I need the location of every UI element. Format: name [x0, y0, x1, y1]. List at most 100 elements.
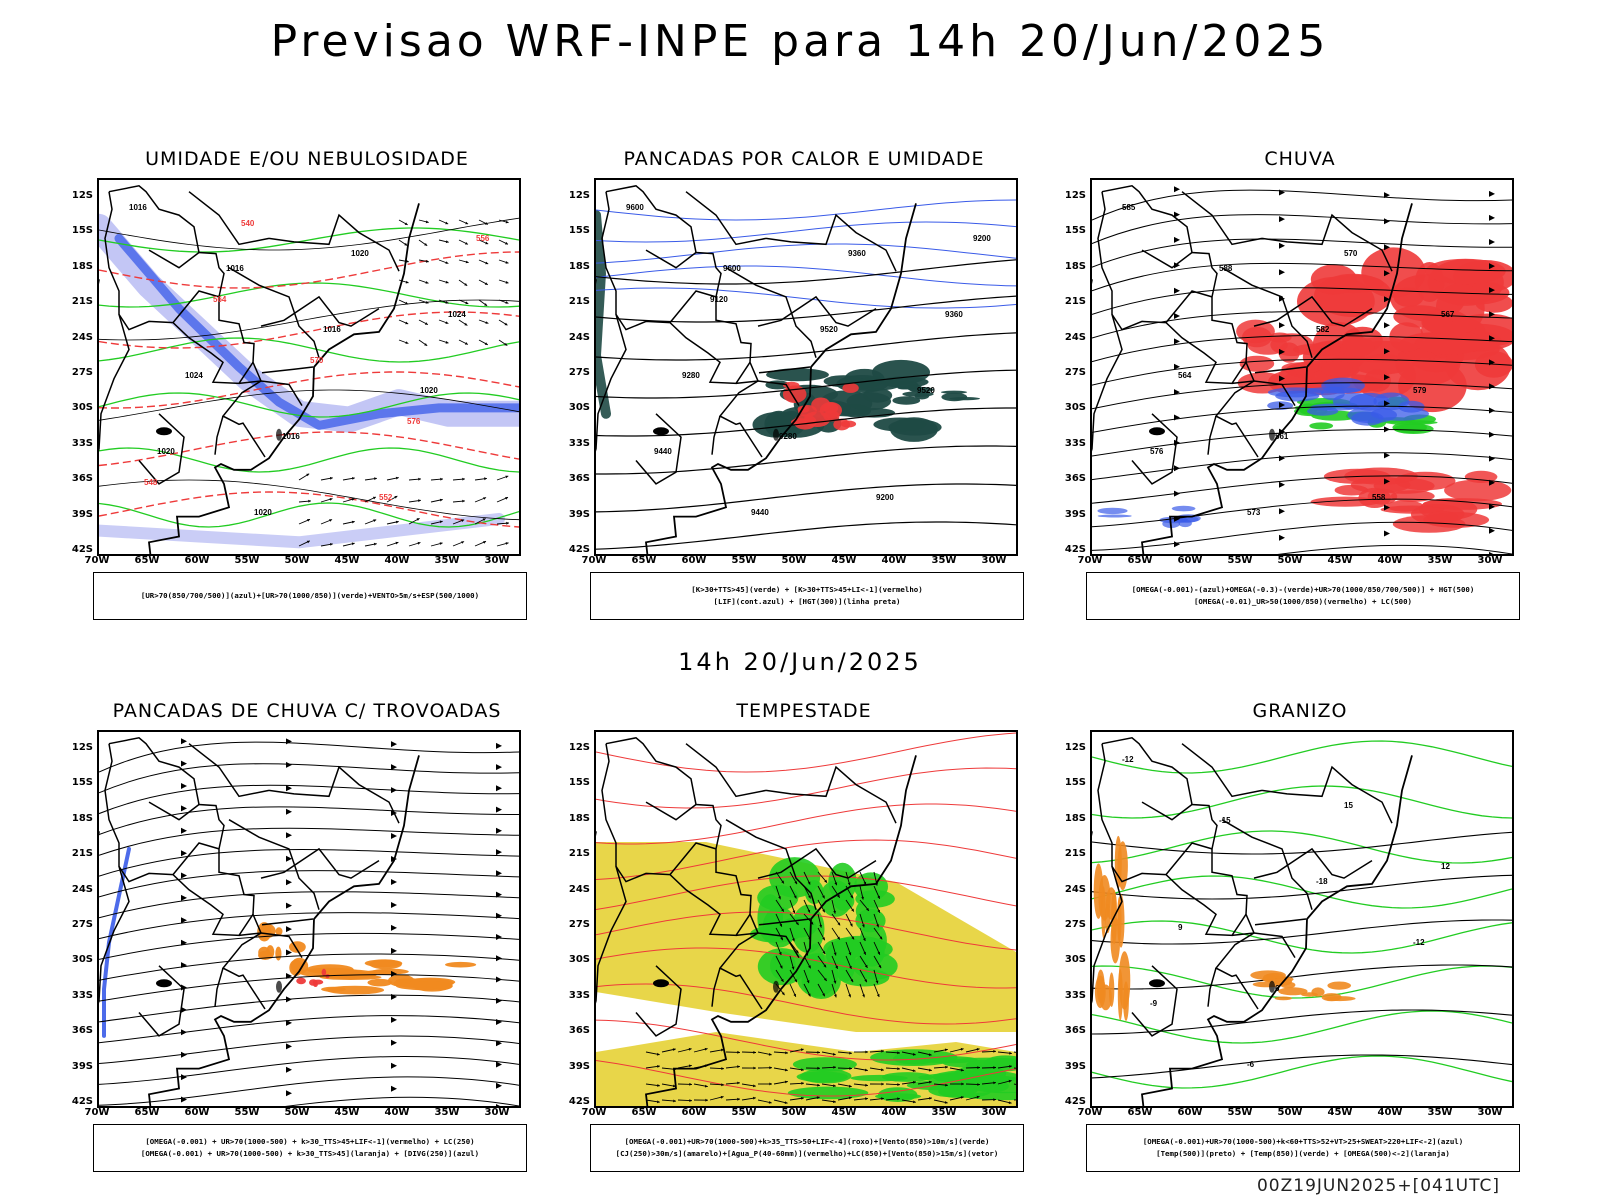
severe-thunderstorm-area: [321, 968, 327, 976]
lake-icon: [773, 980, 779, 993]
lat-tick-label: 12S: [568, 742, 590, 753]
wind-vector: [505, 280, 509, 284]
wind-vector: [465, 221, 469, 225]
wind-250-streamline: [99, 953, 519, 981]
map-granizo: -12 -15 -18 -12 -9 -6 15 12 9 6: [1090, 730, 1514, 1108]
height-500-streamline: [1092, 498, 1512, 528]
wind-850-vector: [795, 922, 799, 926]
wind-850-vector: [876, 994, 880, 998]
border-line: [735, 932, 800, 958]
wind-850-vector: [881, 1068, 884, 1072]
strong-wind-area: [770, 951, 796, 980]
border-line: [725, 267, 817, 358]
lat-tick-label: 18S: [568, 260, 590, 272]
temperature-850-contour: [1092, 1055, 1512, 1089]
strong-wind-area: [848, 939, 893, 960]
wind-250-streamline: [391, 1039, 397, 1046]
contour-label: 9200: [973, 234, 991, 243]
lon-tick-label: 50W: [1277, 1107, 1303, 1118]
wind-850-vector: [960, 1096, 964, 1099]
height-500-streamline: [1384, 452, 1390, 459]
border-line: [1165, 290, 1213, 324]
height-500-streamline: [1279, 375, 1285, 382]
wind-vector: [504, 322, 508, 326]
wind-vector: [484, 342, 488, 345]
border-line: [1261, 765, 1393, 824]
wind-vector: [484, 303, 488, 306]
wind-850-vector: [785, 1068, 788, 1072]
wind-850-vector: [928, 1053, 932, 1056]
lon-tick-label: 70W: [84, 1107, 110, 1118]
wind-250-streamline: [391, 1085, 397, 1092]
coastline: [148, 755, 420, 1106]
contour-label: 1020: [254, 508, 272, 517]
wind-850-vector: [808, 895, 811, 899]
wind-250-streamline: [286, 1066, 292, 1073]
height-500-streamline: [1174, 211, 1180, 218]
page-title: Previsao WRF-INPE para 14h 20/Jun/2025: [270, 16, 1330, 67]
wind-250-streamline: [496, 785, 502, 792]
streamline-850: [596, 911, 1016, 951]
strong-wind-area: [796, 1071, 848, 1083]
wind-250-streamline: [181, 939, 187, 946]
wind-850-vector: [960, 1047, 964, 1051]
wind-850-vector: [801, 1081, 804, 1085]
wind-850-vector: [897, 1051, 900, 1055]
thickness-contour: [99, 311, 519, 349]
contour-label: 1016: [129, 203, 147, 212]
thunderstorm-area: [445, 961, 477, 968]
border-line: [228, 267, 320, 358]
height-500-streamline: [1279, 481, 1285, 488]
contour-label: 9120: [710, 295, 728, 304]
lat-tick-label: 21S: [71, 296, 93, 308]
lat-tick-label: 27S: [568, 367, 590, 378]
wind-850-vector: [837, 894, 840, 898]
height-500-streamline: [1092, 475, 1512, 504]
wind-850-vector: [944, 1048, 948, 1052]
height-500-streamline: [1384, 400, 1390, 407]
wind-vector: [464, 322, 468, 326]
lake-icon: [156, 427, 172, 436]
border-line: [645, 801, 697, 821]
wind-250-streamline: [391, 970, 397, 977]
wind-250-streamline: [391, 924, 397, 931]
temperature-500-contour: [1092, 1009, 1512, 1035]
height-500-streamline: [1174, 541, 1180, 548]
lon-tick-label: 50W: [781, 1107, 807, 1118]
wind-vector: [445, 240, 449, 244]
lifted-index-contour: [596, 243, 1016, 264]
wind-850-vector: [737, 1050, 740, 1054]
legend-line: [OMEGA(-0.001) + UR>70(1000-500) + k>30_…: [145, 1137, 475, 1146]
rain-area: [1398, 359, 1467, 413]
map-umidade: 1016 1016 1016 1020 1020 1020 1020 1024 1024 1016…: [97, 178, 521, 556]
instability-area: [941, 392, 968, 402]
map-chuva: 585 588 582 579 576 573 570 567 564 561 558: [1090, 178, 1514, 556]
thunderstorm-area: [321, 986, 346, 992]
wind-vector: [424, 322, 428, 325]
wind-850-vector: [781, 992, 785, 996]
lon-tick-label: 30W: [1477, 555, 1503, 566]
wind-vector: [405, 321, 409, 325]
wind-vector: [482, 518, 486, 521]
strong-instability-area: [819, 402, 842, 419]
contour-label: 9: [1178, 923, 1183, 932]
wind-250-streamline: [286, 785, 292, 792]
wind-850-vector: [881, 1082, 884, 1086]
wind-850-vector: [865, 1050, 868, 1054]
lat-tick-label: 33S: [71, 437, 93, 449]
wind-vector: [395, 476, 399, 480]
lon-tick-label: 70W: [84, 555, 110, 566]
border-line: [1261, 213, 1393, 272]
wind-850-vector: [795, 950, 799, 954]
border-line: [214, 967, 224, 1007]
height-500-streamline: [1174, 338, 1180, 345]
border-line: [268, 765, 400, 824]
contour-label: 9440: [751, 508, 769, 517]
height-300-contour: [596, 259, 1016, 285]
lon-tick-label: 40W: [384, 555, 410, 566]
wind-850-vector: [817, 1066, 820, 1070]
wind-850-vector: [993, 1081, 996, 1085]
lon-tick-label: 35W: [931, 555, 957, 566]
lat-tick-label: 33S: [568, 437, 590, 449]
lat-tick-label: 18S: [568, 812, 590, 824]
